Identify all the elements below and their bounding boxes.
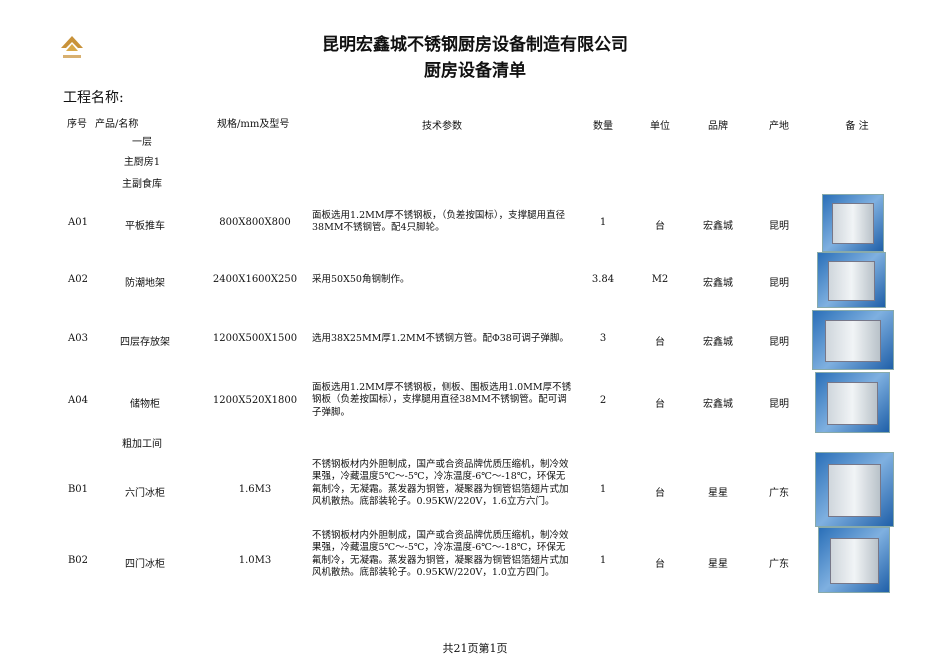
cell-name: 平板推车 bbox=[125, 221, 165, 232]
cell-origin: 昆明 bbox=[769, 399, 789, 410]
cell-unit: 台 bbox=[655, 559, 665, 570]
col-spec: 规格/mm及型号 bbox=[217, 119, 290, 130]
cell-qty: 1 bbox=[599, 484, 607, 495]
cell-brand: 宏鑫城 bbox=[703, 278, 733, 289]
cell-qty: 2 bbox=[599, 395, 607, 406]
cell-brand: 星星 bbox=[708, 559, 728, 570]
cell-brand: 星星 bbox=[708, 488, 728, 499]
project-label: 工程名称: bbox=[63, 90, 124, 106]
document-title: 厨房设备清单 bbox=[424, 61, 526, 81]
cell-tech: 不锈钢板材内外胆制成，国产或合资品牌优质压缩机，制冷效果强，冷藏温度5℃～-5℃… bbox=[312, 530, 569, 579]
cell-unit: 台 bbox=[655, 221, 665, 232]
cell-no: A04 bbox=[68, 395, 88, 406]
company-name: 昆明宏鑫城不锈钢厨房设备制造有限公司 bbox=[322, 35, 628, 55]
cell-spec: 800X800X800 bbox=[219, 217, 291, 228]
cell-no: A03 bbox=[68, 333, 88, 344]
section-rough: 粗加工间 bbox=[122, 439, 162, 450]
product-shape bbox=[832, 203, 874, 245]
cell-origin: 广东 bbox=[769, 488, 789, 499]
col-brand: 品牌 bbox=[708, 121, 728, 132]
cell-tech: 选用38X25MM厚1.2MM不锈钢方管。配Φ38可调子弹脚。 bbox=[312, 333, 569, 344]
cell-no: B01 bbox=[67, 484, 89, 495]
cell-unit: 台 bbox=[655, 337, 665, 348]
product-shape bbox=[825, 319, 881, 363]
product-shape bbox=[828, 261, 875, 301]
col-tech: 技术参数 bbox=[422, 121, 462, 132]
col-origin: 产地 bbox=[769, 121, 789, 132]
cell-spec: 1.0M3 bbox=[238, 555, 272, 566]
col-no: 序号 bbox=[67, 119, 87, 130]
cell-tech: 面板选用1.2MM厚不锈钢板，侧板、围板选用1.0MM厚不锈钢板（负差按国标），… bbox=[312, 382, 572, 418]
cell-name: 储物柜 bbox=[130, 399, 160, 410]
cell-qty: 3 bbox=[599, 333, 607, 344]
cell-origin: 昆明 bbox=[769, 221, 789, 232]
product-photo bbox=[815, 372, 890, 433]
cell-qty: 1 bbox=[599, 555, 607, 566]
cell-origin: 广东 bbox=[769, 559, 789, 570]
cell-name: 六门冰柜 bbox=[125, 488, 165, 499]
cell-brand: 宏鑫城 bbox=[703, 337, 733, 348]
cell-spec: 2400X1600X250 bbox=[212, 274, 298, 285]
product-photo bbox=[812, 310, 894, 370]
cell-brand: 宏鑫城 bbox=[703, 399, 733, 410]
cell-spec: 1.6M3 bbox=[238, 484, 272, 495]
cell-qty: 1 bbox=[599, 217, 607, 228]
section-kitchen: 主厨房1 bbox=[123, 157, 161, 168]
page-footer: 共21页第1页 bbox=[442, 642, 508, 655]
company-logo bbox=[61, 36, 83, 58]
cell-origin: 昆明 bbox=[769, 337, 789, 348]
product-shape bbox=[826, 381, 879, 425]
product-photo bbox=[815, 452, 894, 527]
col-unit: 单位 bbox=[650, 121, 670, 132]
product-photo bbox=[818, 527, 890, 593]
cell-no: B02 bbox=[67, 555, 89, 566]
col-note: 备 注 bbox=[845, 121, 869, 132]
cell-no: A02 bbox=[68, 274, 88, 285]
cell-qty: 3.84 bbox=[591, 274, 615, 285]
cell-no: A01 bbox=[68, 217, 88, 228]
cell-spec: 1200X520X1800 bbox=[212, 395, 298, 406]
cell-name: 四门冰柜 bbox=[125, 559, 165, 570]
cell-unit: 台 bbox=[655, 488, 665, 499]
cell-brand: 宏鑫城 bbox=[703, 221, 733, 232]
cell-tech: 面板选用1.2MM厚不锈钢板，（负差按国标），支撑腿用直径38MM不锈钢管。配4… bbox=[312, 210, 566, 234]
product-shape bbox=[829, 537, 879, 585]
cell-spec: 1200X500X1500 bbox=[212, 333, 298, 344]
product-photo bbox=[822, 194, 884, 252]
col-qty: 数量 bbox=[593, 121, 613, 132]
product-photo bbox=[817, 252, 886, 308]
cell-origin: 昆明 bbox=[769, 278, 789, 289]
cell-name: 四层存放架 bbox=[120, 337, 170, 348]
section-store: 主副食库 bbox=[122, 179, 162, 190]
cell-tech: 采用50X50角钢制作。 bbox=[312, 274, 410, 285]
product-shape bbox=[827, 463, 882, 518]
cell-tech: 不锈钢板材内外胆制成，国产或合资品牌优质压缩机，制冷效果强，冷藏温度5℃～-5℃… bbox=[312, 459, 569, 508]
col-name: 产品/名称 bbox=[95, 119, 139, 130]
cell-unit: 台 bbox=[655, 399, 665, 410]
section-floor: 一层 bbox=[132, 137, 152, 148]
cell-name: 防潮地架 bbox=[125, 278, 165, 289]
cell-unit: M2 bbox=[651, 274, 669, 285]
